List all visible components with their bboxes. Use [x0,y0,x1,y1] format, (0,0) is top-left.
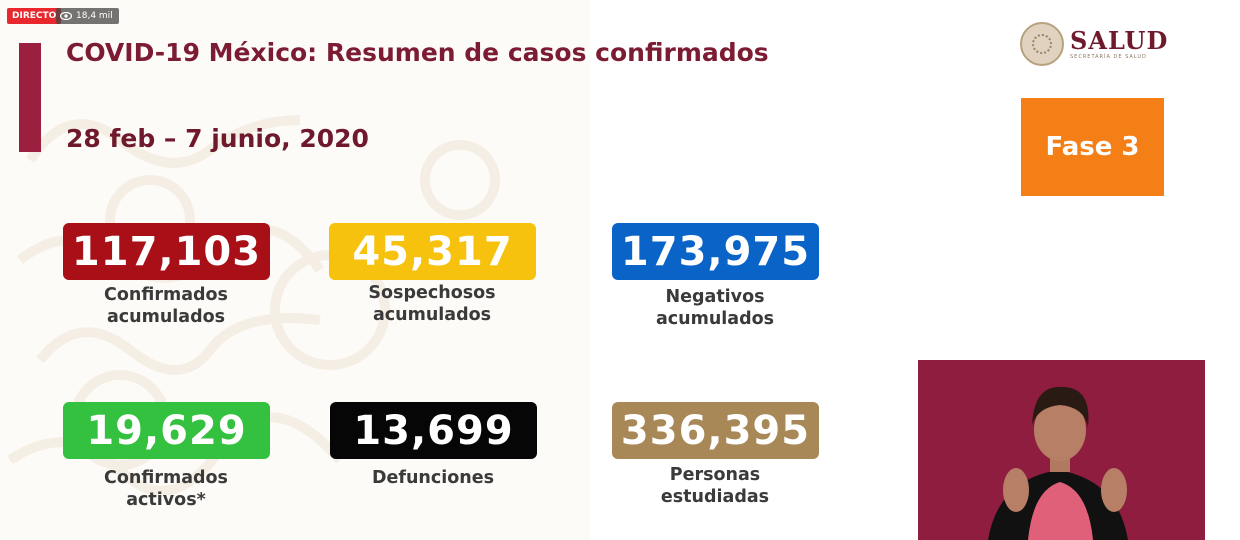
mexico-seal-icon [1020,22,1064,66]
stat-value-confirmed-active: 19,629 [63,402,270,459]
live-badge: DIRECTO [7,8,62,24]
stat-value-people-studied: 336,395 [612,402,819,459]
stat-value-negative-cumulative: 173,975 [612,223,819,280]
stat-label-confirmed-cumulative: Confirmados acumulados [104,285,228,327]
stat-label-deaths: Defunciones [371,468,495,488]
stat-value-suspected-cumulative: 45,317 [329,223,536,280]
eye-icon [60,12,72,20]
stat-value-deaths: 13,699 [330,402,537,459]
viewer-count: 18,4 mil [56,8,119,24]
viewer-count-text: 18,4 mil [76,11,113,21]
sign-language-interpreter-video [918,360,1205,540]
date-range: 28 feb – 7 junio, 2020 [66,124,369,153]
stat-label-people-studied: Personas estudiadas [660,465,770,507]
slide-title: COVID-19 México: Resumen de casos confir… [66,38,769,67]
salud-logo: SALUD SECRETARÍA DE SALUD [1020,22,1168,66]
stat-label-suspected-cumulative: Sospechosos acumulados [368,283,496,325]
interpreter-figure-icon [918,360,1205,540]
stat-label-negative-cumulative: Negativos acumulados [655,287,775,329]
logo-subtext: SECRETARÍA DE SALUD [1070,54,1147,60]
stat-label-confirmed-active: Confirmados activos* [104,468,228,510]
phase-badge: Fase 3 [1021,98,1164,196]
stat-value-confirmed-cumulative: 117,103 [63,223,270,280]
logo-text: SALUD [1070,26,1169,55]
title-accent-bar [19,43,41,152]
